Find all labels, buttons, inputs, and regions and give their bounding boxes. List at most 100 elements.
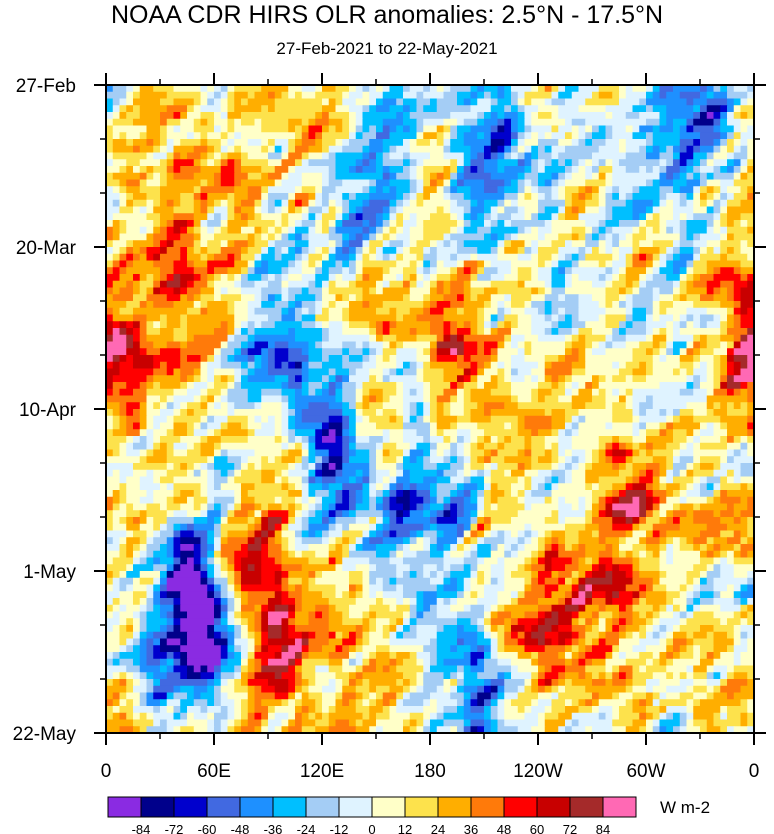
heatmap-cell <box>403 220 418 228</box>
heatmap-cell <box>747 112 754 120</box>
heatmap-cell <box>646 139 654 147</box>
heatmap-cell <box>727 550 735 559</box>
heatmap-cell <box>268 267 283 275</box>
heatmap-cell <box>659 577 688 586</box>
heatmap-cell <box>490 226 519 235</box>
heatmap-cell <box>173 510 188 518</box>
heatmap-cell <box>234 591 242 599</box>
heatmap-cell <box>423 530 438 538</box>
heatmap-cell <box>200 436 208 444</box>
heatmap-cell <box>362 530 370 538</box>
heatmap-cell <box>470 274 478 282</box>
heatmap-cell <box>517 159 526 167</box>
heatmap-cell <box>126 186 141 194</box>
heatmap-cell <box>207 631 215 640</box>
heatmap-cell <box>679 274 688 282</box>
heatmap-cell <box>430 604 438 613</box>
heatmap-cell <box>727 375 735 383</box>
heatmap-cell <box>274 591 283 599</box>
heatmap-cell <box>727 118 742 127</box>
heatmap-cell <box>234 611 242 619</box>
heatmap-cell <box>504 456 532 464</box>
heatmap-cell <box>241 456 249 464</box>
heatmap-cell <box>409 415 418 424</box>
heatmap-cell <box>180 253 188 262</box>
heatmap-cell <box>484 382 499 390</box>
heatmap-cell <box>133 193 148 201</box>
heatmap-cell <box>457 267 465 275</box>
heatmap-cell <box>261 503 269 511</box>
heatmap-cell <box>207 490 235 498</box>
heatmap-cell <box>187 631 208 640</box>
heatmap-cell <box>173 530 181 538</box>
heatmap-cell <box>659 172 667 181</box>
heatmap-cell <box>544 483 553 491</box>
heatmap-cell <box>227 422 242 430</box>
heatmap-cell <box>531 631 546 640</box>
heatmap-cell <box>288 429 296 437</box>
heatmap-cell <box>544 233 559 241</box>
heatmap-cell <box>234 166 242 174</box>
heatmap-cell <box>187 334 195 343</box>
heatmap-cell <box>106 159 114 167</box>
heatmap-cell <box>295 125 303 133</box>
heatmap-cell <box>106 280 114 289</box>
heatmap-cell <box>180 199 195 208</box>
heatmap-cell <box>659 355 667 363</box>
heatmap-cell <box>355 402 364 410</box>
heatmap-cell <box>511 368 519 376</box>
heatmap-cell <box>126 517 134 525</box>
heatmap-cell <box>355 395 364 403</box>
heatmap-cell <box>531 132 539 140</box>
heatmap-cell <box>544 436 559 444</box>
heatmap-cell <box>389 436 404 444</box>
heatmap-cell <box>679 294 688 302</box>
heatmap-cell <box>234 118 242 127</box>
heatmap-cell <box>281 537 289 545</box>
heatmap-cell <box>733 152 748 160</box>
heatmap-cell <box>727 294 735 302</box>
heatmap-cell <box>382 334 397 343</box>
heatmap-cell <box>592 456 600 464</box>
heatmap-cell <box>706 85 715 93</box>
heatmap-cell <box>504 125 512 133</box>
heatmap-cell <box>720 334 735 343</box>
heatmap-cell <box>605 537 620 545</box>
heatmap-cell <box>517 402 573 410</box>
heatmap-cell <box>106 341 127 349</box>
heatmap-cell <box>598 199 607 208</box>
heatmap-cell <box>133 503 148 511</box>
heatmap-cell <box>362 483 370 491</box>
heatmap-cell <box>571 415 580 424</box>
heatmap-cell <box>247 463 256 471</box>
heatmap-cell <box>538 483 546 491</box>
heatmap-cell <box>652 355 661 363</box>
heatmap-cell <box>261 625 269 633</box>
heatmap-cell <box>619 395 627 403</box>
heatmap-cell <box>234 132 242 140</box>
heatmap-cell <box>646 233 681 241</box>
chart-subtitle: 27-Feb-2021 to 22-May-2021 <box>276 39 498 58</box>
heatmap-cell <box>646 530 654 538</box>
heatmap-cell <box>166 631 188 640</box>
heatmap-cell <box>288 510 296 518</box>
heatmap-cell <box>153 523 161 532</box>
heatmap-cell <box>234 85 262 93</box>
heatmap-cell <box>646 422 661 430</box>
heatmap-cell <box>727 328 748 336</box>
heatmap-cell <box>288 226 296 235</box>
heatmap-cell <box>362 395 370 403</box>
heatmap-cell <box>470 395 512 403</box>
heatmap-cell <box>389 604 397 613</box>
heatmap-cell <box>227 139 235 147</box>
heatmap-cell <box>423 260 431 268</box>
heatmap-cell <box>254 91 269 100</box>
heatmap-cell <box>706 91 715 100</box>
heatmap-cell <box>416 186 424 194</box>
heatmap-cell <box>146 469 154 478</box>
heatmap-cell <box>396 564 411 572</box>
heatmap-cell <box>713 368 721 376</box>
heatmap-cell <box>463 604 472 613</box>
heatmap-cell <box>598 341 607 349</box>
heatmap-cell <box>457 321 465 329</box>
